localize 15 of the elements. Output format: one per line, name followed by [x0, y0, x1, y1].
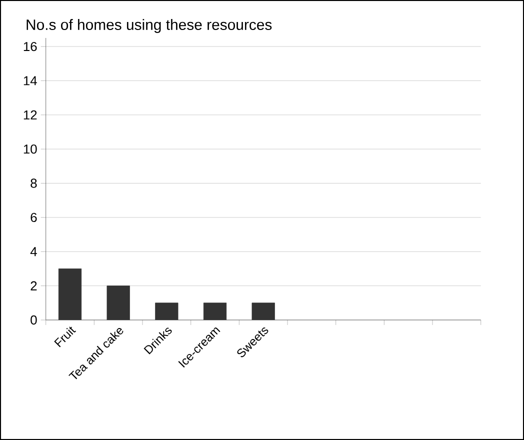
bar — [106, 286, 130, 320]
bar — [58, 268, 82, 320]
y-tick-label: 2 — [30, 281, 37, 290]
chart-title: No.s of homes using these resources — [26, 19, 272, 33]
bar — [203, 302, 227, 320]
y-tick-label: 4 — [30, 247, 37, 256]
y-tick-label: 0 — [30, 315, 37, 325]
y-tick-label: 12 — [24, 110, 37, 120]
y-tick-label: 14 — [24, 76, 37, 86]
y-tick-label: 8 — [30, 178, 37, 188]
bar — [155, 302, 178, 320]
bar — [252, 302, 275, 320]
y-tick-label: 6 — [30, 212, 37, 222]
y-tick-label: 10 — [24, 144, 37, 154]
y-tick-label: 16 — [24, 42, 37, 52]
